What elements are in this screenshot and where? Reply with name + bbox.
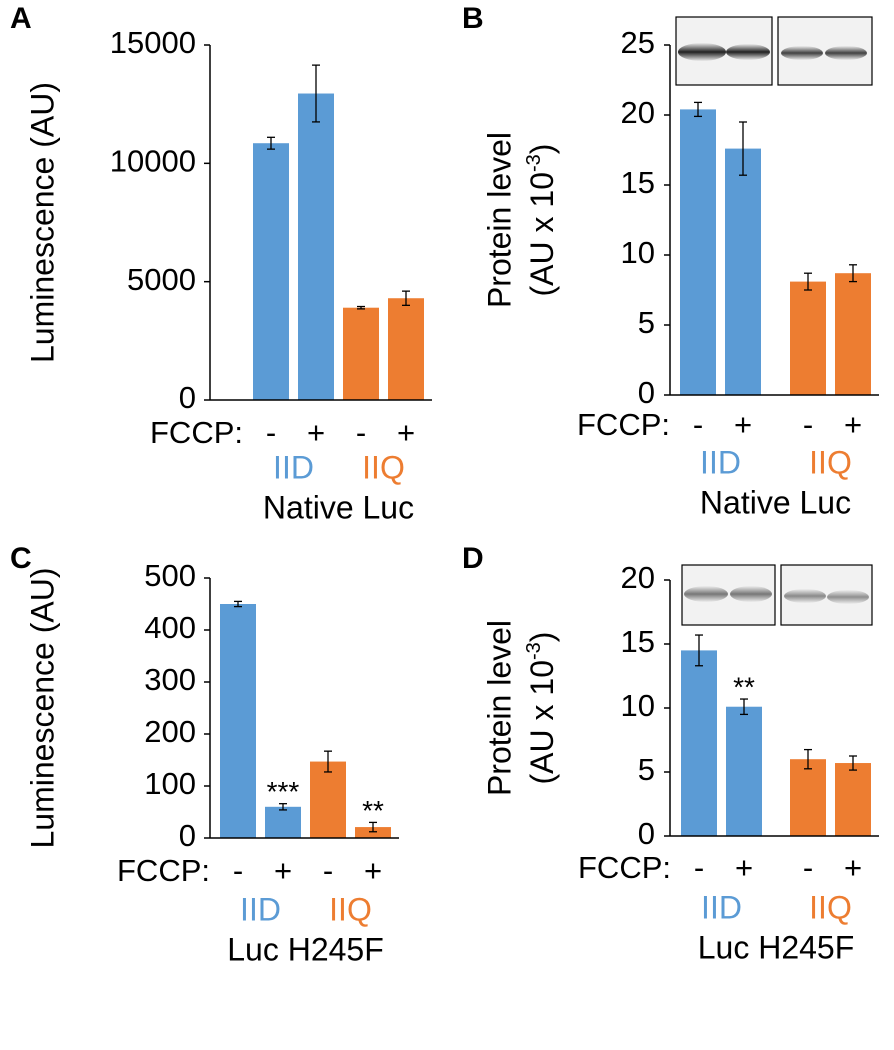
x-tick-label: -: [356, 415, 366, 450]
x-axis-label: Native Luc: [263, 489, 414, 525]
y-axis-label-2: (AU x 10-3): [523, 632, 560, 785]
x-tick-label: -: [803, 850, 813, 885]
y-tick-label: 10: [621, 688, 655, 723]
group-label: IID: [273, 449, 314, 485]
y-tick-label: 300: [144, 662, 196, 697]
x-tick-label: +: [735, 850, 753, 885]
y-tick-label: 5: [638, 752, 655, 787]
bar: [681, 650, 717, 836]
y-axis-label-2: (AU x 10-3): [523, 144, 560, 297]
panel-label: D: [462, 542, 484, 575]
group-label: IIQ: [329, 891, 372, 927]
bar: [835, 273, 871, 395]
x-prefix: FCCP:: [150, 415, 243, 450]
y-tick-label: 0: [179, 380, 196, 415]
blot-d: [681, 564, 873, 626]
bar: [253, 143, 289, 400]
bar: [726, 706, 762, 836]
panel-label: C: [10, 542, 32, 575]
x-tick-label: +: [844, 407, 862, 442]
y-tick-label: 400: [144, 610, 196, 645]
y-axis-label: Protein level: [481, 132, 517, 308]
y-tick-label: 100: [144, 766, 196, 801]
x-axis-label: Luc H245F: [698, 929, 855, 965]
significance: **: [733, 671, 755, 702]
bar: [298, 93, 334, 401]
bar: [725, 148, 761, 395]
y-label-sup: -3: [523, 154, 545, 172]
group-label: IID: [701, 889, 742, 925]
panel-label: B: [462, 2, 484, 35]
y-tick-label: 10: [621, 235, 655, 270]
y-axis-label: Protein level: [481, 620, 517, 796]
x-tick-label: +: [397, 415, 415, 450]
y-axis-label: Luminescence (AU): [24, 82, 60, 363]
significance: ***: [267, 776, 300, 807]
x-prefix: FCCP:: [117, 853, 210, 888]
y-tick-label: 5: [638, 305, 655, 340]
y-tick-label: 5000: [127, 262, 196, 297]
y-tick-label: 0: [638, 375, 655, 410]
y-tick-label: 15: [621, 165, 655, 200]
y-label-sup: -3: [523, 642, 545, 660]
y-axis-label: Luminescence (AU): [24, 568, 60, 849]
x-tick-label: +: [734, 407, 752, 442]
x-axis-label: Luc H245F: [227, 931, 384, 967]
bar: [835, 763, 871, 836]
y-label-text: (AU x 10: [524, 172, 560, 296]
bar: [310, 761, 346, 838]
y-tick-label: 10000: [110, 144, 196, 179]
x-tick-label: +: [307, 415, 325, 450]
y-tick-label: 0: [638, 816, 655, 851]
y-tick-label: 20: [621, 95, 655, 130]
group-label: IIQ: [809, 444, 852, 480]
y-tick-label: 0: [179, 818, 196, 853]
x-tick-label: +: [274, 853, 292, 888]
y-tick-label: 500: [144, 558, 196, 593]
y-tick-label: 25: [621, 25, 655, 60]
x-tick-label: -: [323, 853, 333, 888]
group-label: IID: [700, 444, 741, 480]
x-tick-label: -: [694, 850, 704, 885]
group-label: IID: [240, 891, 281, 927]
y-tick-label: 15000: [110, 25, 196, 60]
y-tick-label: 15: [621, 624, 655, 659]
x-tick-label: -: [693, 407, 703, 442]
y-tick-label: 20: [621, 560, 655, 595]
x-prefix: FCCP:: [577, 407, 670, 442]
bar: [355, 827, 391, 838]
y-tick-label: 200: [144, 714, 196, 749]
group-label: IIQ: [809, 889, 852, 925]
y-label-text: (AU x 10: [524, 660, 560, 784]
x-tick-label: -: [233, 853, 243, 888]
blot-b: [675, 16, 873, 86]
x-prefix: FCCP:: [578, 850, 671, 885]
bar: [265, 806, 301, 838]
group-label: IIQ: [362, 449, 405, 485]
bar: [388, 298, 424, 400]
panel-label: A: [10, 2, 32, 35]
significance: **: [362, 795, 384, 826]
x-tick-label: +: [364, 853, 382, 888]
bar: [790, 281, 826, 395]
x-axis-label: Native Luc: [700, 484, 851, 520]
x-tick-label: -: [266, 415, 276, 450]
bar: [790, 759, 826, 836]
x-tick-label: +: [844, 850, 862, 885]
x-tick-label: -: [803, 407, 813, 442]
bar: [343, 307, 379, 400]
bar: [680, 109, 716, 396]
y-label-end: ): [524, 632, 560, 643]
y-label-end: ): [524, 144, 560, 155]
bar: [220, 604, 256, 838]
